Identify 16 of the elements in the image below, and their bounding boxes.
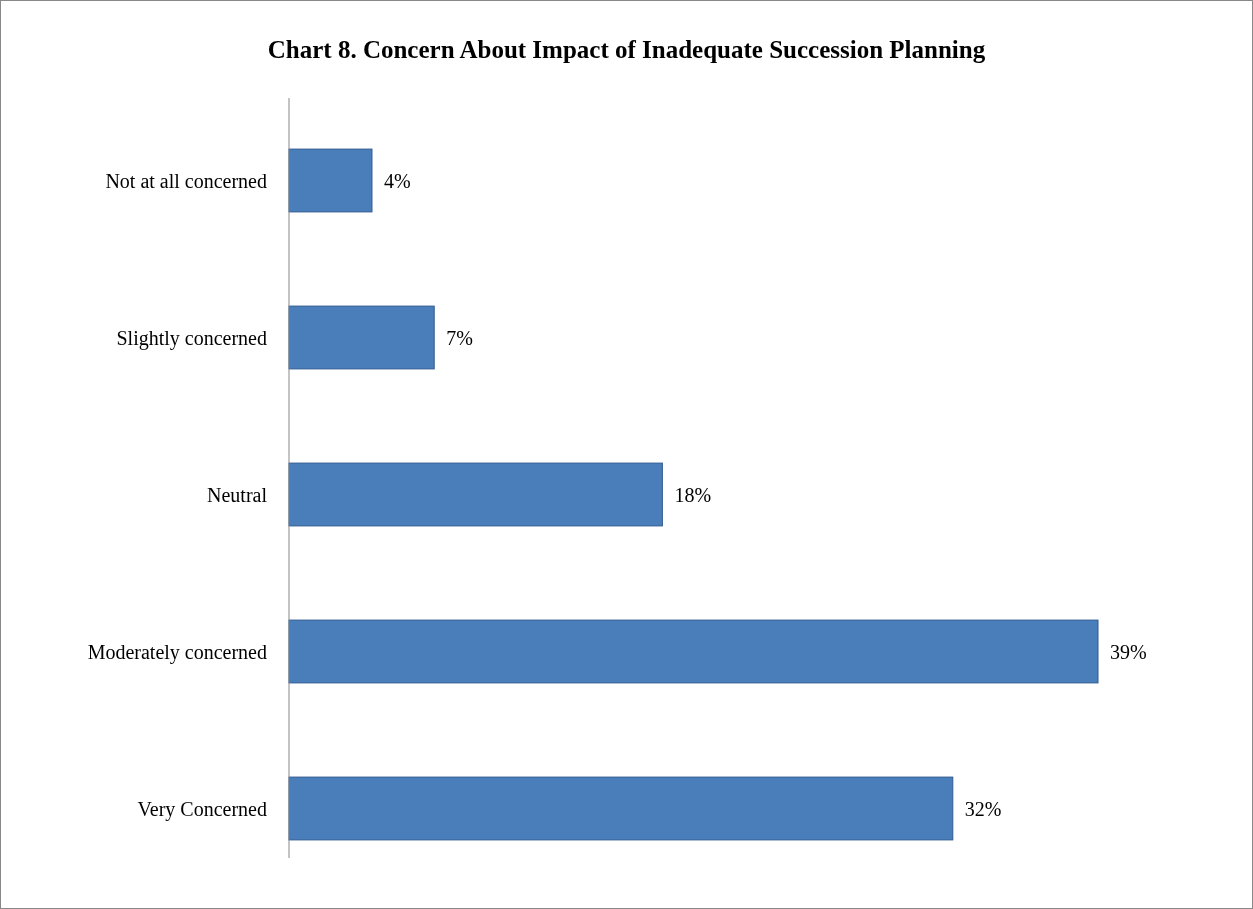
data-label: 7% [446, 326, 473, 349]
data-label: 32% [964, 797, 1002, 820]
data-label: 39% [1110, 640, 1147, 663]
y-tick-label: Moderately concerned [87, 640, 267, 664]
y-tick-label: Neutral [207, 483, 268, 506]
chart-title: Chart 8. Concern About Impact of Inadequate Succession Planning [267, 36, 986, 63]
bar [288, 776, 954, 841]
bar [288, 305, 435, 370]
data-label: 4% [383, 169, 411, 192]
y-tick-label: Very Concerned [137, 797, 267, 821]
y-tick-label: Slightly concerned [116, 326, 267, 350]
bar [288, 462, 663, 527]
bar [288, 619, 1099, 684]
bar [288, 148, 373, 213]
y-tick-label: Not at all concerned [105, 169, 267, 192]
data-label: 18% [674, 483, 712, 506]
